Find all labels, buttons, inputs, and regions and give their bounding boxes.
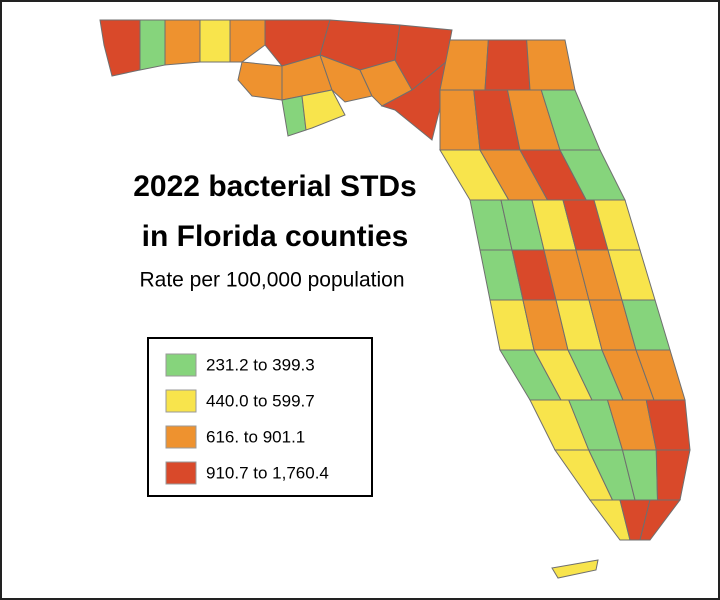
counties bbox=[99, 19, 691, 579]
county bbox=[439, 89, 481, 151]
county bbox=[99, 19, 141, 77]
county bbox=[484, 39, 531, 91]
legend-swatch bbox=[165, 425, 197, 449]
legend: 231.2 to 399.3 440.0 to 599.7 616. to 901.… bbox=[147, 337, 373, 497]
county bbox=[139, 19, 166, 71]
county bbox=[639, 499, 681, 541]
county bbox=[199, 19, 231, 63]
legend-label: 910.7 to 1,760.4 bbox=[206, 463, 329, 482]
title-line: in Florida counties bbox=[142, 220, 409, 253]
title-line: 2022 bacterial STDs bbox=[133, 170, 417, 203]
legend-label: 616. to 901.1 bbox=[206, 427, 305, 446]
county bbox=[237, 61, 283, 101]
legend-label: 231.2 to 399.3 bbox=[206, 355, 315, 374]
legend-label: 440.0 to 599.7 bbox=[206, 391, 315, 410]
subtitle: Rate per 100,000 population bbox=[139, 269, 404, 292]
county bbox=[301, 89, 346, 131]
county bbox=[551, 559, 599, 579]
county bbox=[164, 19, 201, 66]
legend-swatch bbox=[165, 353, 197, 377]
legend-swatch bbox=[165, 461, 197, 485]
county bbox=[319, 54, 373, 103]
county bbox=[229, 19, 266, 63]
legend-swatch bbox=[165, 389, 197, 413]
